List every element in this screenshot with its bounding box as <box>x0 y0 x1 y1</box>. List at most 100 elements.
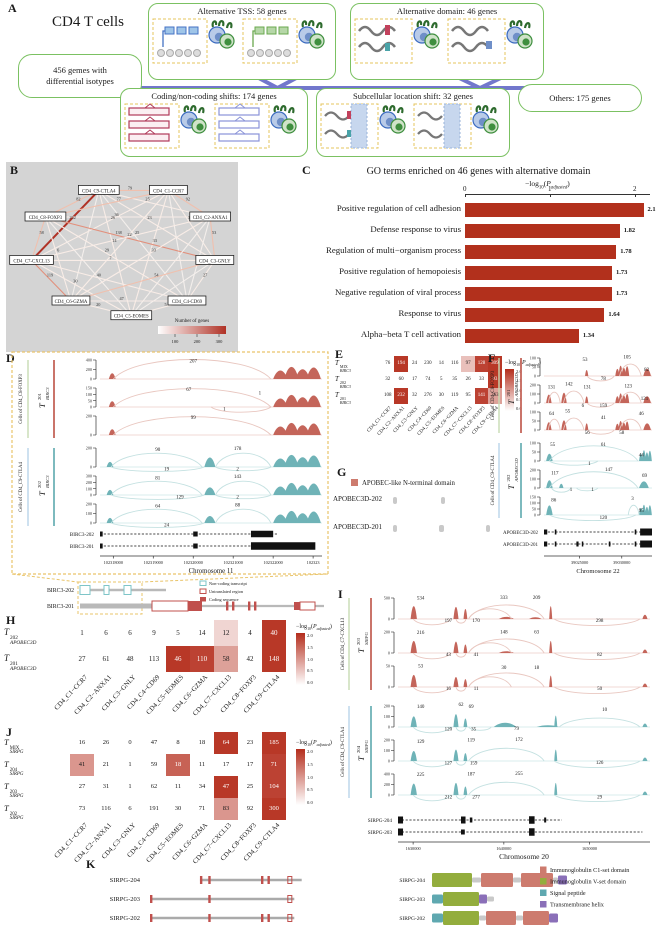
cells-group-label: Cells of CD4_C9-CTLA4 <box>491 455 496 505</box>
chart-title: GO terms enriched on 46 genes with alter… <box>366 166 591 177</box>
label: T <box>506 484 516 490</box>
transcript-exon <box>193 543 198 549</box>
junction-count-label: 64 <box>155 505 161 510</box>
junction-count-label: 82 <box>644 368 650 373</box>
transcript-exon <box>529 828 535 836</box>
bar-value-label: 1.82 <box>623 227 636 234</box>
heatmap-legend-ticks: 2.0 1.5 1.0 0.5 0.0 <box>307 633 313 685</box>
heatmap-legend-gradient <box>505 369 514 412</box>
exon-mark <box>261 876 264 884</box>
x-axis-tickmark <box>635 194 636 197</box>
heatmap-cell: 9 <box>152 629 156 637</box>
y-tick-label: 500 <box>384 596 390 601</box>
y-tick-label: 200 <box>86 367 92 372</box>
y-tick-label: 0 <box>534 513 536 518</box>
network-edge <box>31 216 211 261</box>
transcript-exon <box>634 541 637 547</box>
heatmap-cell: 71 <box>262 754 286 776</box>
panel-label-e: E <box>335 347 344 361</box>
network-edge <box>45 216 188 302</box>
coverage-peak <box>546 453 553 461</box>
transcript-name: SIRPG-202 <box>110 915 140 922</box>
coverage-peak <box>295 425 310 435</box>
flow-box-alt-domain-label: Alternative domain: 46 genes <box>396 6 498 16</box>
junction-arc <box>553 686 641 695</box>
junction-arc <box>627 504 640 516</box>
bar-row: Alpha−beta T cell activation 1.34 <box>300 326 657 347</box>
y-tick-label: 150 <box>86 386 92 391</box>
edge-weight-label: 22 <box>127 232 131 237</box>
linker-block <box>479 915 486 921</box>
junction-arc <box>110 494 205 500</box>
y-tick-label: 0 <box>90 377 92 382</box>
junction-count-label: 19 <box>164 468 170 473</box>
junction-count-label: 18 <box>534 666 540 671</box>
heatmap-cell: 17 <box>246 761 254 768</box>
junction-count-label: 30 <box>501 666 507 671</box>
utr-legend-swatch-icon <box>199 588 207 594</box>
coverage-peak <box>559 483 564 488</box>
y-tick-label: 0 <box>534 428 536 433</box>
exon-mark <box>150 895 153 903</box>
junction-count-label: 43 <box>446 653 452 658</box>
bar-row: Response to virus 1.64 <box>300 305 657 326</box>
zoom-transcript-name: BIRC3-201 <box>47 604 74 610</box>
edge-weight-label: 119 <box>47 272 53 277</box>
network-node <box>24 211 67 222</box>
domain-legend-label: Immunoglobulin C1-set domain <box>550 867 629 874</box>
y-tick-label: 0 <box>90 493 92 498</box>
transcript-exon <box>193 531 198 537</box>
panel-label-h: H <box>6 613 16 627</box>
y-tick-label: 200 <box>384 782 390 787</box>
junction-arc <box>412 618 452 626</box>
coverage-peak <box>284 454 299 467</box>
heatmap-cell: 300 <box>262 798 286 820</box>
junction-count-label: 44 <box>639 454 645 459</box>
noncoding-exon <box>103 585 110 595</box>
y-tick-label: 0 <box>388 725 390 730</box>
t-cell-pair-icon <box>379 105 406 134</box>
y-tick-label: 200 <box>86 446 92 451</box>
coverage-peak <box>647 450 652 461</box>
coverage-peak <box>625 393 630 403</box>
coverage-peak <box>106 489 114 495</box>
transcript-exon <box>469 817 473 823</box>
junction-arc <box>110 452 203 468</box>
chromosome-tick-label: 102321000 <box>224 560 243 565</box>
panel-f-apobec3d-sashimi: F 100 50 0 53 105 78 82 200 100 0 131 142 131 123 6 159… <box>488 350 657 590</box>
junction-count-label: 53 <box>418 664 424 669</box>
junction-arc <box>110 522 205 528</box>
heatmap-cell: 116 <box>451 361 459 366</box>
junction-count-label: 225 <box>417 773 425 778</box>
heatmap-cell: 46 <box>166 646 190 672</box>
coverage-peak <box>621 422 626 430</box>
transcript-name: BIRC3-201 <box>70 544 95 550</box>
edge-weight-label: 6 <box>57 247 60 252</box>
isoform-label: T 201 APOBEC3D <box>506 373 519 405</box>
junction-arc <box>553 794 641 803</box>
junction-count-label: 88 <box>235 504 241 509</box>
network-legend-tick: 300 <box>216 339 224 344</box>
heatmap-cell: 95 <box>465 393 471 398</box>
label: 204 <box>356 745 361 753</box>
x-axis-line <box>465 194 650 195</box>
y-tick-label: 200 <box>86 480 92 485</box>
coverage-peak <box>618 393 623 403</box>
coverage-peak <box>306 423 321 435</box>
x-axis-tick: 1 <box>548 185 552 193</box>
junction-count-label: 55 <box>550 443 556 448</box>
coverage-peak <box>284 510 299 523</box>
y-tick-label: 0 <box>534 486 536 491</box>
heatmap-cell: 97 <box>461 356 475 372</box>
linker-block <box>553 877 558 883</box>
heatmap-cell: 276 <box>424 393 432 398</box>
y-tick-label: 50 <box>386 664 390 669</box>
heatmap-cell: 47 <box>150 739 158 746</box>
junction-arc <box>562 417 585 431</box>
heatmap-cell: 128 <box>474 356 489 372</box>
junction-count-label: 127 <box>445 762 453 767</box>
junction-arc <box>112 388 272 408</box>
flow-box-others-label: Others: 175 genes <box>549 92 611 103</box>
